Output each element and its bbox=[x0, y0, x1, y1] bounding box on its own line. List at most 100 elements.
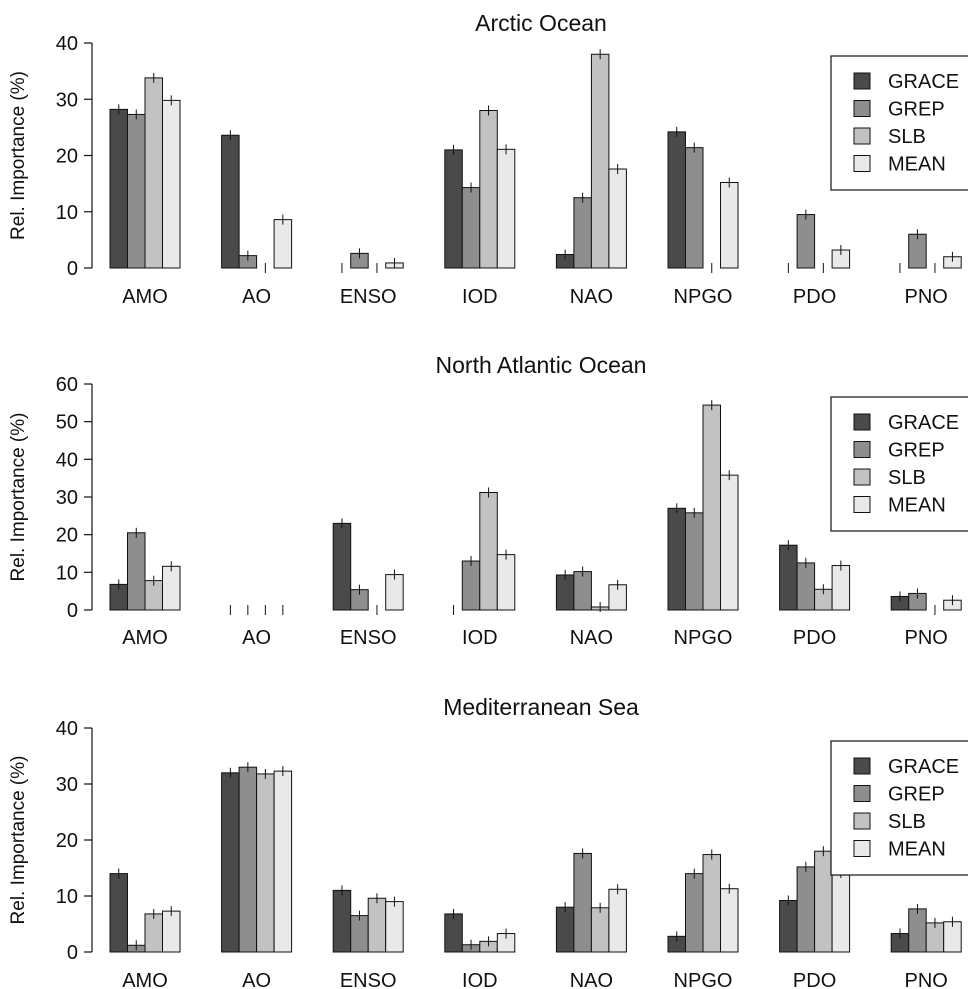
panel-2-bar-pdo-grep bbox=[796, 562, 816, 611]
panel-1-legend-swatch-mean bbox=[853, 155, 871, 172]
panel-3-legend-swatch-mean bbox=[853, 840, 871, 857]
panel-1-y-tick-label: 40 bbox=[56, 33, 78, 55]
panel-1-x-tick-label: AMO bbox=[122, 286, 168, 308]
panel-3-y-tick-label: 40 bbox=[56, 718, 78, 740]
panel-3-x-tick-label: AO bbox=[242, 970, 271, 989]
panel-3-bar-npgo-slb bbox=[702, 854, 721, 953]
panel-2-legend-swatch-grep bbox=[853, 441, 871, 458]
panel-1-x-tick-label: NAO bbox=[570, 286, 613, 308]
panel-2-x-tick-label: PNO bbox=[905, 627, 948, 649]
panel-1-bar-amo-grace bbox=[109, 108, 128, 269]
panel-2-x-tick-label: AO bbox=[242, 627, 271, 649]
panel-1-x-tick-label: AO bbox=[242, 286, 271, 308]
panel-3-bar-enso-slb bbox=[367, 897, 387, 953]
panel-2-legend-swatch-grace bbox=[853, 413, 871, 431]
panel-3-y-axis-label: Rel. Importance (%) bbox=[8, 756, 29, 925]
panel-2-y-axis-label: Rel. Importance (%) bbox=[8, 413, 29, 582]
panel-3-legend-label-grace: GRACE bbox=[888, 756, 959, 778]
panel-1-x-tick-label: PNO bbox=[905, 286, 948, 308]
panel-3-bar-pno-grep bbox=[908, 908, 927, 953]
panel-3-x-tick-label: PDO bbox=[793, 970, 836, 989]
panel-2-y-tick-label: 60 bbox=[56, 374, 78, 396]
panel-3-bar-ao-slb bbox=[256, 773, 275, 953]
panel-3-bar-ao-grace bbox=[221, 772, 240, 953]
panel-3-y-tick-label: 0 bbox=[67, 942, 78, 964]
panel-3-bar-nao-slb bbox=[590, 907, 610, 953]
panel-1-bar-amo-grep bbox=[127, 113, 146, 269]
panel-1-x-tick-label: PDO bbox=[793, 286, 836, 308]
panel-3-x-tick-label: ENSO bbox=[340, 970, 397, 989]
panel-1-legend-swatch-slb bbox=[853, 127, 871, 145]
panel-2-bar-nao-grep bbox=[573, 571, 592, 611]
panel-1-x-tick-label: ENSO bbox=[340, 286, 397, 308]
panel-2-x-tick-label: IOD bbox=[462, 627, 498, 649]
panel-2-bar-npgo-grep bbox=[685, 512, 704, 611]
panel-1-bar-ao-grace bbox=[221, 134, 240, 269]
panel-1-bar-iod-slb bbox=[479, 110, 498, 269]
panel-2-legend-label-grace: GRACE bbox=[888, 412, 959, 434]
panel-3-y-tick-label: 10 bbox=[56, 886, 78, 908]
panel-2-bar-amo-mean bbox=[162, 565, 181, 611]
panel-1-legend-label-mean: MEAN bbox=[888, 154, 946, 176]
panel-2-legend-label-mean: MEAN bbox=[888, 495, 946, 517]
panel-3-bar-pdo-grep bbox=[796, 866, 816, 953]
panel-3-legend-label-slb: SLB bbox=[888, 811, 926, 833]
panel-2-x-tick-label: NAO bbox=[570, 627, 613, 649]
panel-3-y-tick-label: 20 bbox=[56, 830, 78, 852]
panel-1-legend-label-grace: GRACE bbox=[888, 71, 959, 93]
panel-2-bar-enso-mean bbox=[385, 574, 404, 611]
panel-2-bar-pdo-mean bbox=[831, 565, 851, 611]
panel-1-y-tick-label: 0 bbox=[67, 258, 78, 280]
panel-1-y-tick-label: 10 bbox=[56, 202, 78, 224]
panel-1-bar-amo-mean bbox=[162, 99, 181, 269]
panel-2-title: North Atlantic Ocean bbox=[436, 352, 647, 378]
panel-1-bar-nao-slb bbox=[590, 53, 610, 269]
panel-2-x-tick-label: AMO bbox=[122, 627, 168, 649]
panel-2-y-tick-label: 10 bbox=[56, 562, 78, 584]
panel-3-bar-npgo-mean bbox=[720, 888, 739, 953]
panel-3-legend-swatch-grep bbox=[853, 785, 871, 802]
panel-3-title: Mediterranean Sea bbox=[443, 694, 639, 720]
panel-2-bar-iod-mean bbox=[496, 554, 516, 611]
panel-2-bar-pdo-grace bbox=[779, 544, 798, 611]
panel-1-bar-iod-mean bbox=[496, 148, 516, 269]
panel-3-bar-amo-slb bbox=[144, 913, 163, 953]
panel-2-x-tick-label: PDO bbox=[793, 627, 836, 649]
panel-1-bar-npgo-mean bbox=[720, 182, 739, 269]
panel-2-y-tick-label: 30 bbox=[56, 487, 78, 509]
panel-3-legend-swatch-slb bbox=[853, 812, 871, 830]
panel-3-bar-nao-grace bbox=[555, 906, 575, 953]
panel-1-bar-npgo-grep bbox=[685, 147, 704, 269]
panel-1-legend-label-grep: GREP bbox=[888, 99, 945, 121]
panel-3-x-tick-label: PNO bbox=[905, 970, 948, 989]
panel-2-legend-swatch-slb bbox=[853, 468, 871, 486]
panel-1-bar-npgo-grace bbox=[667, 131, 686, 269]
panel-1-x-tick-label: NPGO bbox=[674, 286, 733, 308]
panel-3-bar-pdo-grace bbox=[779, 899, 798, 953]
panel-3-legend-label-grep: GREP bbox=[888, 784, 945, 806]
panel-1-y-tick-label: 20 bbox=[56, 146, 78, 168]
panel-3-bar-amo-grace bbox=[109, 873, 128, 953]
panel-1-bar-nao-mean bbox=[608, 168, 627, 269]
panel-2-y-tick-label: 40 bbox=[56, 449, 78, 471]
panel-2-y-tick-label: 0 bbox=[67, 600, 78, 622]
panel-3-bar-enso-mean bbox=[385, 901, 404, 953]
panel-1-legend-label-slb: SLB bbox=[888, 126, 926, 148]
panel-1-legend-swatch-grep bbox=[853, 100, 871, 117]
panel-2-y-tick-label: 20 bbox=[56, 525, 78, 547]
panel-2-bar-npgo-slb bbox=[702, 404, 721, 611]
panel-2-bar-iod-slb bbox=[479, 491, 498, 611]
panel-2-bar-npgo-grace bbox=[667, 507, 686, 611]
panel-2-bar-npgo-mean bbox=[720, 474, 739, 611]
panel-3-legend-label-mean: MEAN bbox=[888, 839, 946, 861]
panel-2-bar-enso-grace bbox=[332, 522, 352, 611]
panel-3-bar-enso-grace bbox=[332, 889, 352, 953]
panel-2-y-tick-label: 50 bbox=[56, 412, 78, 434]
panel-3-bar-nao-grep bbox=[573, 852, 592, 953]
panel-2-legend-swatch-mean bbox=[853, 496, 871, 513]
panel-3-bar-nao-mean bbox=[608, 888, 627, 953]
panel-3-bar-ao-grep bbox=[238, 766, 258, 953]
panel-2-bar-iod-grep bbox=[461, 560, 481, 611]
